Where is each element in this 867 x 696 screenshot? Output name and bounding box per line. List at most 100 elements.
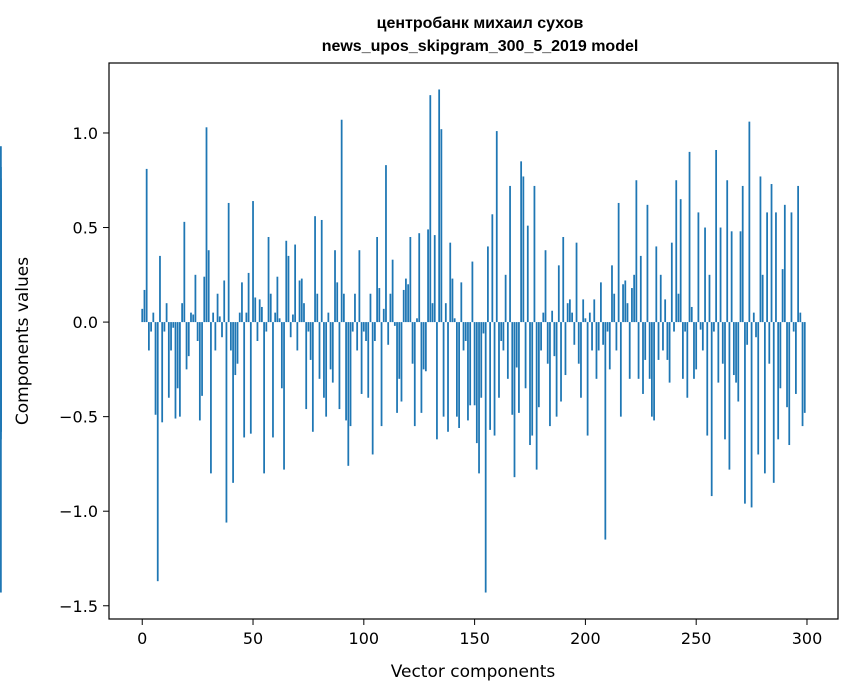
bar	[688, 151, 691, 323]
bar	[300, 278, 303, 323]
y-tick-label: 1.0	[73, 124, 98, 143]
bar	[591, 322, 593, 351]
bar	[238, 312, 241, 323]
bar	[374, 322, 376, 341]
bar	[154, 322, 157, 415]
bar	[371, 322, 374, 455]
bar	[615, 322, 618, 351]
bar	[739, 231, 742, 323]
bar	[296, 322, 299, 351]
bar	[405, 278, 407, 323]
x-axis: 0 50 100 150 200 250 300	[137, 619, 822, 648]
bar	[210, 322, 212, 474]
bar	[628, 322, 631, 379]
bar	[626, 303, 629, 323]
bar	[174, 322, 177, 419]
y-tick-label: −1.0	[59, 502, 98, 521]
bar	[719, 227, 722, 323]
bar	[611, 265, 613, 323]
bar	[269, 293, 272, 323]
bar	[356, 322, 359, 351]
bar	[190, 312, 192, 323]
bar	[402, 289, 405, 323]
bar	[537, 322, 540, 408]
bar	[566, 303, 569, 323]
bar	[170, 322, 172, 351]
bar	[580, 322, 582, 398]
bar	[329, 322, 332, 370]
bar	[748, 121, 751, 323]
bar	[777, 322, 780, 440]
bar	[280, 322, 283, 389]
bar	[354, 293, 356, 323]
bar	[655, 246, 658, 323]
bar	[283, 322, 285, 470]
x-tick-label: 250	[681, 629, 712, 648]
bar	[398, 322, 401, 379]
bar	[192, 314, 195, 323]
bar	[737, 322, 740, 402]
bar	[161, 322, 164, 423]
bar	[557, 265, 560, 323]
bar	[234, 322, 237, 376]
bar	[759, 176, 762, 323]
bar	[0, 322, 2, 381]
bar	[187, 322, 190, 357]
bar	[633, 274, 636, 323]
bar	[298, 280, 301, 323]
bar	[582, 299, 585, 323]
chart-title: центробанк михаил сухов	[377, 15, 584, 32]
bar	[513, 322, 516, 478]
bar	[323, 322, 325, 398]
bar	[670, 242, 673, 323]
bar	[331, 322, 334, 383]
bar	[792, 322, 795, 332]
bar	[549, 322, 551, 427]
bar	[518, 322, 520, 413]
bar	[431, 303, 434, 323]
x-tick-label: 200	[570, 629, 601, 648]
bar	[529, 322, 531, 446]
bar	[631, 288, 633, 323]
bar	[648, 322, 651, 379]
bar	[569, 299, 571, 323]
bar	[444, 303, 447, 323]
bar	[730, 231, 733, 323]
bar	[407, 284, 410, 323]
y-tick-label: −1.5	[59, 597, 98, 616]
bar	[345, 322, 347, 421]
bar	[223, 280, 226, 323]
bar	[0, 322, 2, 593]
bar	[436, 322, 438, 440]
bar	[533, 185, 536, 323]
bar	[418, 233, 421, 323]
bar	[664, 299, 667, 323]
bar	[194, 274, 197, 323]
bar	[553, 322, 556, 357]
bar	[305, 322, 308, 410]
bar	[278, 318, 281, 323]
bar	[642, 322, 644, 394]
bar	[196, 322, 199, 341]
bar	[389, 293, 392, 323]
bar	[690, 306, 693, 323]
bar	[706, 322, 709, 436]
bar	[387, 322, 390, 345]
bar	[183, 221, 186, 323]
bar	[710, 322, 713, 497]
bar	[498, 322, 500, 398]
bar	[604, 322, 607, 540]
bar	[289, 322, 292, 338]
bar	[167, 322, 170, 398]
bar	[249, 322, 252, 434]
bar	[362, 322, 365, 332]
bar	[597, 322, 600, 351]
bar	[318, 322, 321, 379]
bar	[429, 95, 432, 323]
bar	[236, 322, 239, 364]
bar	[781, 269, 784, 323]
bar	[287, 255, 290, 323]
bar	[755, 322, 757, 338]
bar	[535, 322, 538, 470]
y-axis: −1.5 −1.0 −0.5 0.0 0.5 1.0	[59, 124, 109, 616]
